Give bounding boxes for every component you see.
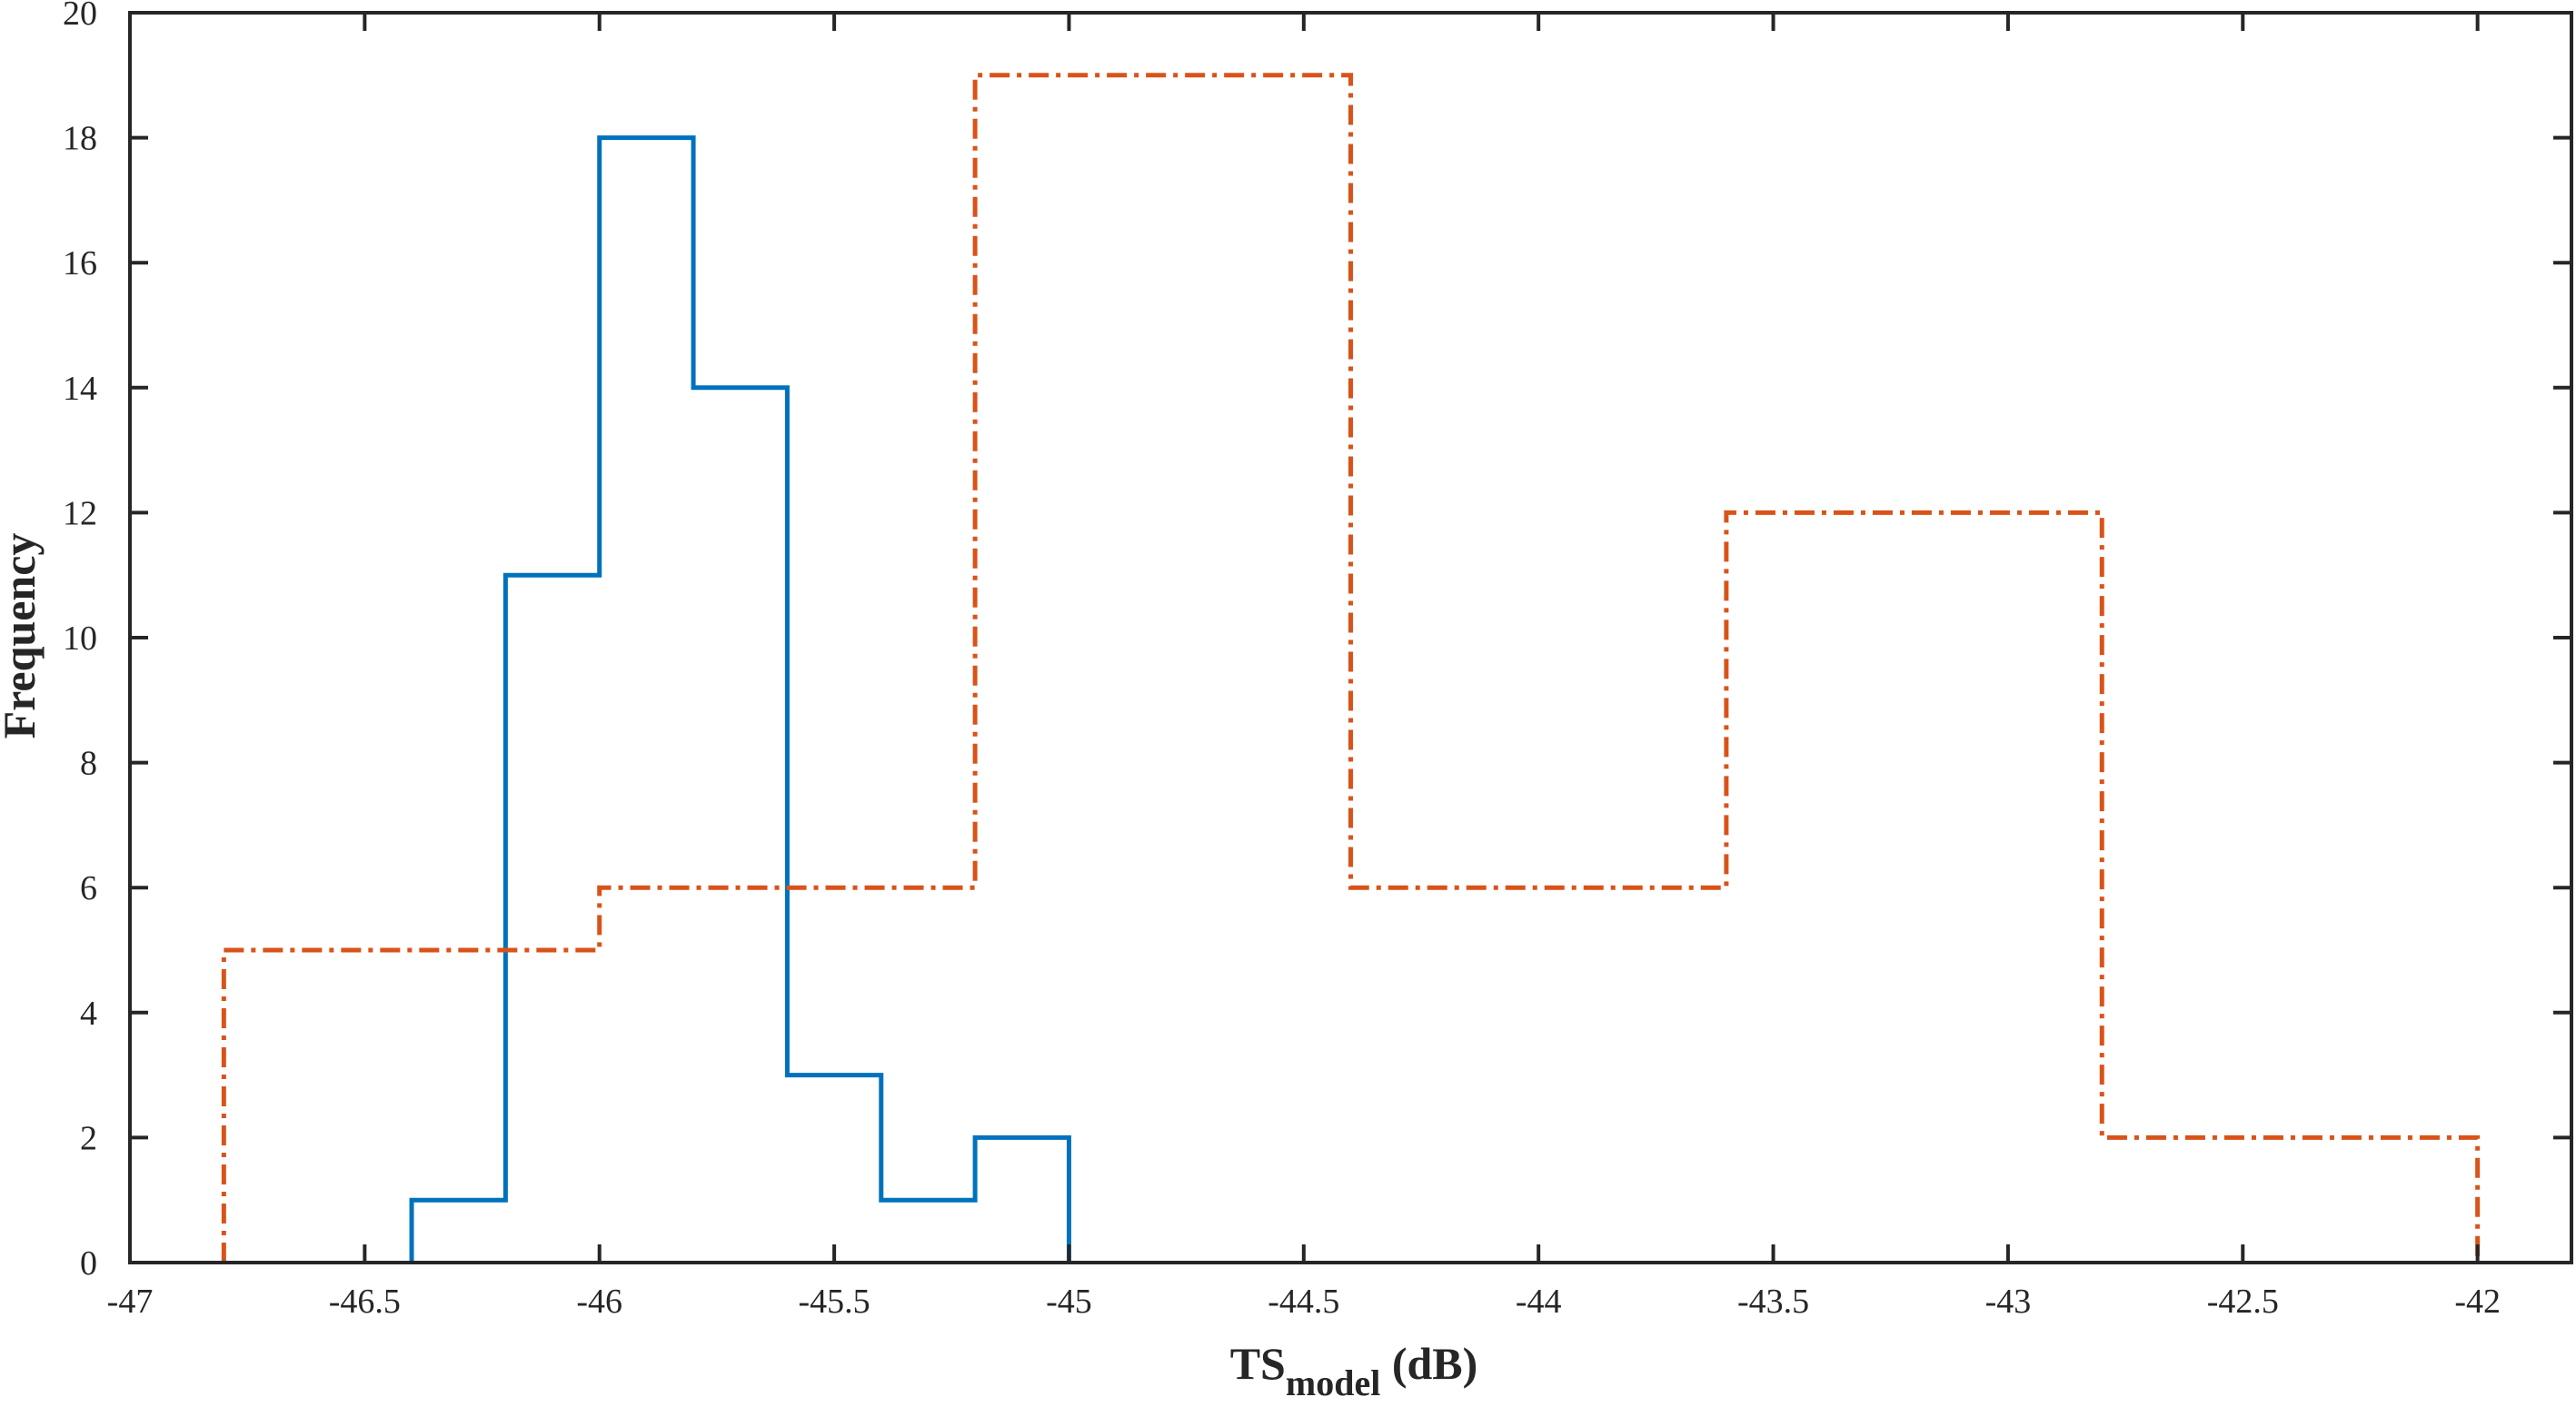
y-tick-label: 12	[63, 494, 97, 532]
y-axis-label: Frequency	[0, 533, 45, 739]
x-tick-label: -46.5	[329, 1283, 401, 1321]
x-tick-label: -47	[107, 1283, 154, 1321]
axes	[128, 11, 2573, 1264]
y-tick-label: 16	[63, 244, 97, 282]
y-tick-label: 4	[80, 995, 97, 1033]
y-tick-label: 10	[63, 619, 97, 658]
x-axis-label-main: TS	[1230, 1338, 1286, 1389]
x-tick-label: -45	[1046, 1283, 1092, 1321]
x-tick-label: -42	[2454, 1283, 2501, 1321]
plot-marks	[221, 73, 2481, 1263]
y-tick-label: 2	[80, 1119, 97, 1157]
x-tick-label: -43.5	[1737, 1283, 1809, 1321]
x-tick-label: -45.5	[799, 1283, 870, 1321]
y-tick-label: 20	[63, 0, 97, 33]
x-tick-labels: -47 -46.5 -46 -45.5 -45 -44.5 -44 -43.5 -43 -42.5…	[107, 1283, 2501, 1321]
x-axis-label-subscript: model	[1286, 1362, 1380, 1403]
y-tick-labels: 0 2 4 6 8 10 12 14 16 18 20	[63, 0, 97, 1283]
x-axis-label-unit: (dB)	[1392, 1338, 1477, 1389]
x-tick-label: -44.5	[1268, 1283, 1339, 1321]
y-tick-label: 8	[80, 745, 97, 783]
y-tick-label: 0	[80, 1244, 97, 1283]
y-tick-label: 18	[63, 120, 97, 158]
x-tick-label: -43	[1985, 1283, 2032, 1321]
x-tick-label: -44	[1516, 1283, 1562, 1321]
histogram-series-1-outline	[409, 135, 1071, 1263]
x-tick-label: -42.5	[2207, 1283, 2279, 1321]
x-axis-label: TSmodel (dB)	[1230, 1338, 1478, 1403]
x-axis-label-unit-space	[1380, 1338, 1392, 1389]
y-tick-label: 14	[63, 370, 97, 408]
x-tick-label: -46	[576, 1283, 622, 1321]
y-tick-label: 6	[80, 869, 97, 907]
histogram-series-2-outline	[221, 73, 2481, 1263]
